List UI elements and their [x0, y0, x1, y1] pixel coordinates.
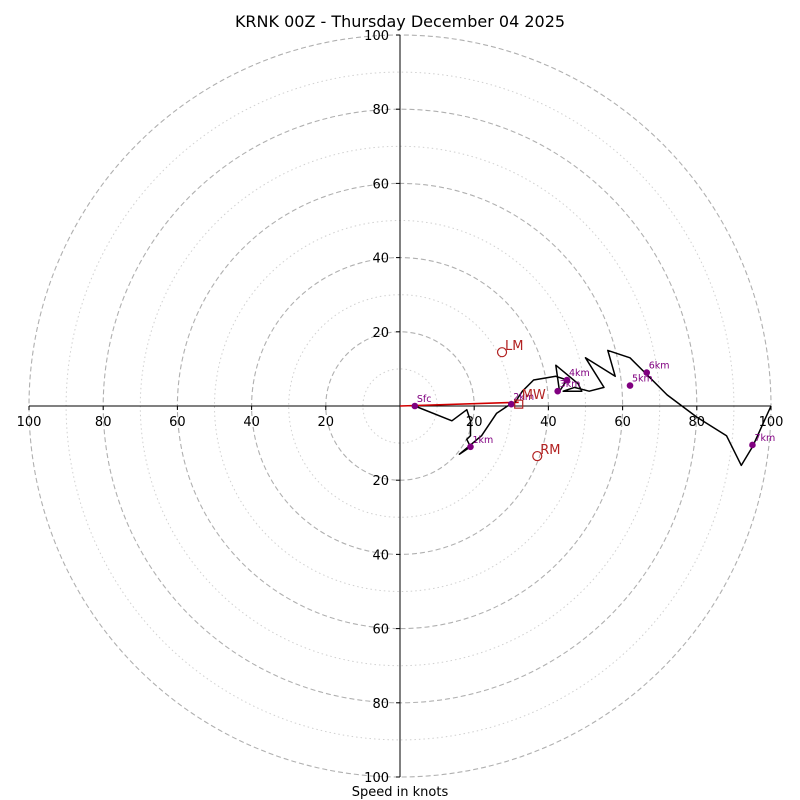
height-marker-2km — [508, 400, 515, 408]
x-tick-label: 40 — [540, 415, 557, 430]
x-tick-label: 60 — [169, 415, 186, 430]
storm-motion-markers: LM RM MW — [496, 339, 561, 462]
y-tick-label: 20 — [372, 474, 389, 489]
height-marker-label: Sfc — [417, 394, 432, 405]
x-tick-label: 100 — [17, 415, 42, 430]
mean-wind-label: MW — [522, 388, 546, 403]
height-marker-label: 6km — [649, 361, 670, 372]
x-tick-label: 80 — [689, 415, 706, 430]
storm-motion-label: RM — [540, 443, 560, 458]
x-tick-label: 20 — [318, 415, 335, 430]
shear-vector-group — [399, 401, 519, 407]
y-tick-label: 100 — [364, 29, 389, 44]
storm-motion-lm — [496, 347, 508, 358]
y-tick-label: 60 — [372, 623, 389, 638]
height-marker-sfc — [411, 402, 419, 410]
y-tick-label: 60 — [372, 177, 389, 192]
height-marker-3km — [554, 387, 561, 395]
height-marker-7km — [749, 441, 756, 449]
storm-motion-rm — [532, 450, 543, 462]
x-tick-label: 100 — [759, 415, 784, 430]
chart-title: KRNK 00Z - Thursday December 04 2025 — [235, 12, 565, 31]
height-marker-label: 4km — [569, 368, 590, 379]
height-marker-label: 5km — [632, 374, 653, 385]
y-tick-label: 40 — [372, 548, 389, 563]
y-tick-label: 80 — [372, 103, 389, 118]
height-marker-label: 7km — [754, 433, 775, 444]
y-tick-label: 40 — [372, 252, 389, 267]
height-marker-6km — [643, 369, 651, 376]
height-marker-label: 2km — [513, 392, 534, 403]
y-tick-labels: 100 80 60 40 20 20 40 60 80 100 — [364, 29, 400, 786]
height-marker-5km — [626, 382, 634, 389]
x-tick-label: 60 — [614, 415, 631, 430]
height-marker-1km — [467, 443, 474, 451]
height-marker-4km — [563, 376, 571, 384]
y-tick-label: 20 — [372, 326, 389, 341]
x-tick-label: 20 — [466, 415, 483, 430]
shear-vector — [399, 401, 519, 407]
x-tick-label: 80 — [95, 415, 112, 430]
x-tick-label: 40 — [243, 415, 260, 430]
height-marker-label: 3km — [560, 379, 581, 390]
x-axis-label: Speed in knots — [352, 785, 449, 800]
height-marker-label: 1km — [472, 435, 493, 446]
mean-wind-marker — [514, 399, 524, 409]
y-tick-label: 100 — [364, 771, 389, 786]
y-tick-label: 80 — [372, 697, 389, 712]
storm-motion-label: LM — [505, 339, 523, 354]
